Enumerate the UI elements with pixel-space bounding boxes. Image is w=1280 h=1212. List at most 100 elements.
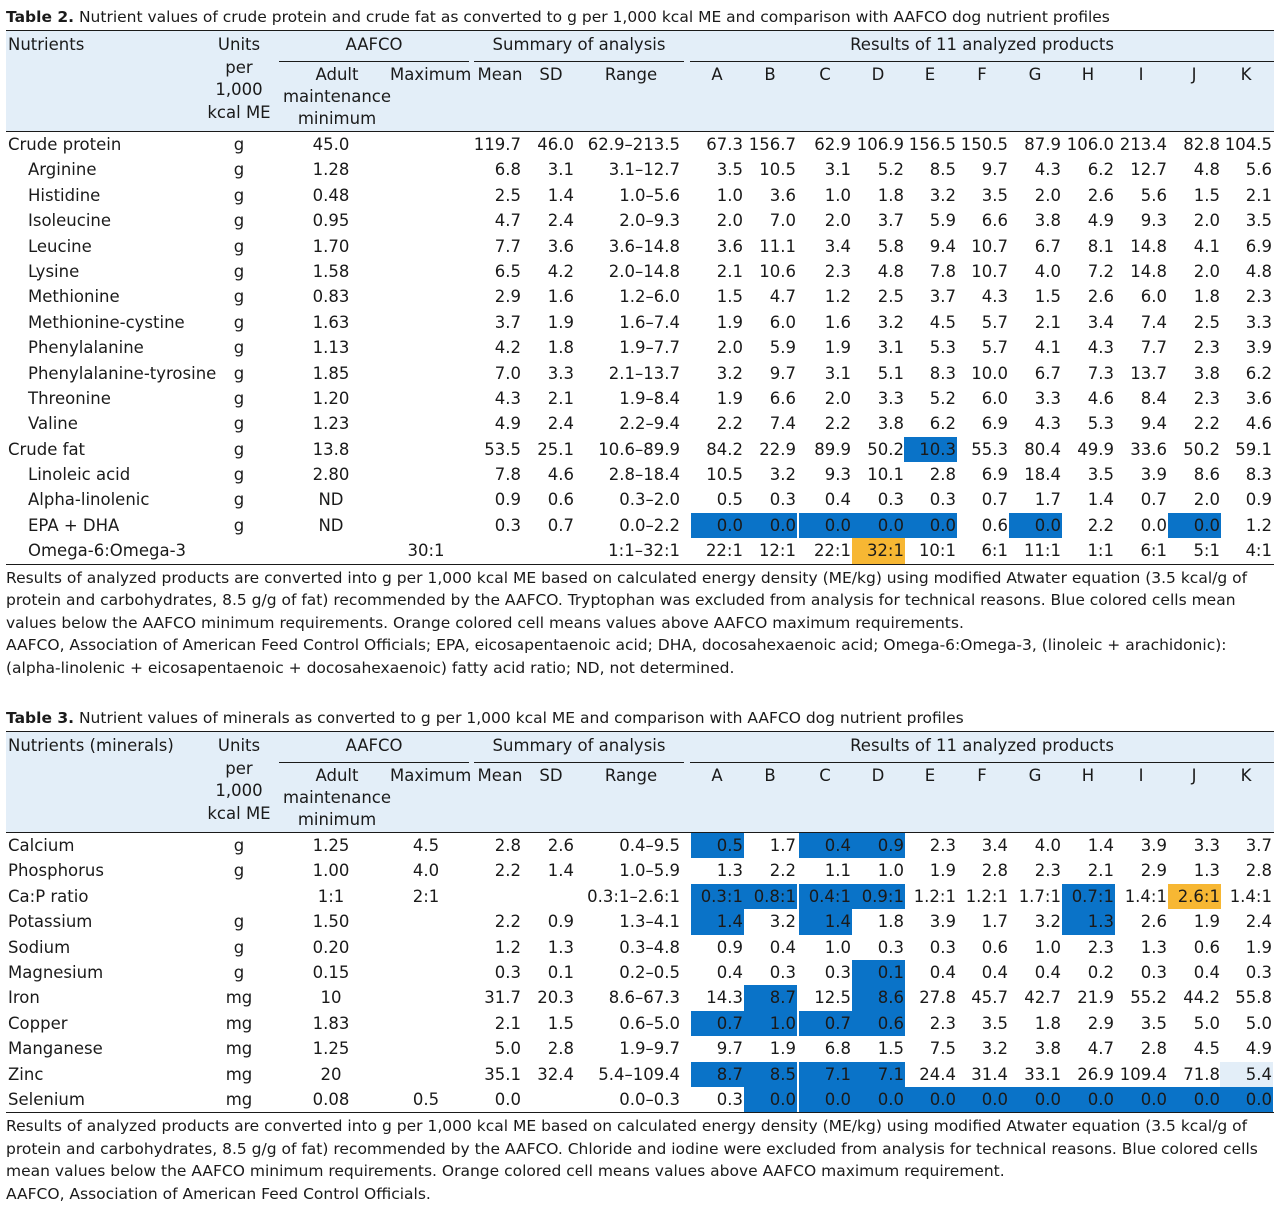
nutrient-name: Magnesium — [8, 962, 104, 982]
nutrient-name: Valine — [28, 414, 78, 434]
product-value-k: 0.3 — [1245, 962, 1272, 982]
header-group-rule — [474, 762, 684, 763]
product-value-g: 2.0 — [1034, 185, 1061, 205]
product-value-k: 5.0 — [1245, 1013, 1272, 1033]
product-value-e: 156.5 — [908, 135, 956, 154]
product-value-d: 3.2 — [877, 312, 904, 332]
product-value-b: 0.0 — [744, 512, 797, 539]
header-summary: Summary of analysis — [492, 736, 666, 755]
product-value-f: 4.3 — [981, 287, 1008, 307]
sd-cell: 1.6 — [547, 287, 574, 307]
product-value-h: 3.4 — [1087, 312, 1114, 332]
product-value-i: 6.0 — [1140, 287, 1167, 307]
product-value-a: 0.5 — [691, 833, 744, 859]
unit-cell: g — [233, 338, 245, 358]
nutrient-name: Methionine-cystine — [28, 312, 185, 332]
aafco-min-cell: 1.25 — [312, 1039, 350, 1059]
product-value-h: 3.5 — [1087, 465, 1114, 485]
header-adult-min: maintenance — [282, 788, 392, 807]
aafco-min-cell — [281, 538, 381, 563]
product-value-h: 4.7 — [1087, 1039, 1114, 1059]
header-units: per — [225, 758, 253, 778]
header-group-rule — [279, 762, 469, 763]
product-value-f: 9.7 — [981, 160, 1008, 180]
product-value-d: 0.9 — [852, 833, 905, 859]
product-value-f: 3.5 — [981, 185, 1008, 205]
product-value-b: 3.2 — [769, 465, 796, 485]
range-cell: 5.4–109.4 — [598, 1064, 680, 1084]
nutrient-name: Phenylalanine-tyrosine — [28, 363, 217, 383]
product-value-a: 0.9 — [716, 937, 743, 957]
header-product-i: I — [1138, 766, 1144, 785]
aafco-min-cell: 1.83 — [312, 1013, 350, 1033]
product-value-a: 1.0 — [716, 185, 743, 205]
header-product-f: F — [977, 65, 987, 84]
header-nutrients: Nutrients — [8, 35, 85, 54]
header-summary: Summary of analysis — [492, 35, 666, 54]
product-value-g: 6.7 — [1034, 363, 1061, 383]
product-value-h: 0.0 — [1062, 1086, 1115, 1113]
product-value-c: 1.0 — [824, 937, 851, 957]
product-value-i: 109.4 — [1119, 1064, 1167, 1084]
aafco-min-cell: 0.95 — [312, 211, 350, 231]
header-maximum: Maximum — [390, 766, 472, 785]
product-value-a: 22:1 — [705, 541, 743, 561]
product-value-g: 0.0 — [1009, 512, 1062, 539]
header-sd: SD — [539, 766, 563, 785]
product-value-k: 1.4:1 — [1229, 886, 1272, 906]
product-value-a: 0.7 — [691, 1010, 744, 1037]
product-value-i: 3.5 — [1140, 1013, 1167, 1033]
product-value-f: 0.7 — [981, 490, 1008, 510]
product-value-d: 7.1 — [852, 1061, 905, 1087]
header-units: 1,000 — [215, 80, 263, 99]
header-product-d: D — [871, 766, 885, 785]
product-value-e: 24.4 — [919, 1064, 956, 1084]
product-value-k: 3.6 — [1245, 388, 1272, 408]
product-value-e: 2.3 — [929, 1013, 956, 1033]
product-value-j: 2.2 — [1193, 414, 1220, 434]
unit-cell: g — [233, 836, 245, 855]
product-value-g: 0.0 — [1009, 1086, 1062, 1113]
product-value-g: 80.4 — [1024, 439, 1061, 459]
product-value-f: 55.3 — [971, 439, 1008, 459]
table-row: Linoleic acid g 2.80 7.8 4.6 2.8–18.4 10.5 3.2 9… — [6, 462, 1274, 488]
product-value-a: 14.3 — [706, 988, 743, 1008]
sd-cell: 32.4 — [537, 1064, 574, 1084]
product-value-j: 2.5 — [1193, 312, 1220, 332]
product-value-i: 9.4 — [1140, 414, 1167, 434]
table-row: Valine g 1.23 4.9 2.4 2.2–9.4 2.2 7.4 2.2 3.8 6.2 6… — [6, 411, 1274, 437]
header-product-b: B — [764, 65, 776, 84]
footnote-abbreviations: AAFCO, Association of American Feed Cont… — [6, 1184, 431, 1203]
table-row: Phenylalanine g 1.13 4.2 1.8 1.9–7.7 2.0 5.9 1.9… — [6, 335, 1274, 361]
aafco-min-cell: 1:1 — [317, 886, 345, 906]
table-caption: Table 2. Nutrient values of crude protei… — [6, 6, 1274, 30]
range-cell: 0.0–2.2 — [619, 515, 680, 535]
product-value-d: 1.8 — [877, 912, 904, 932]
sd-cell: 3.1 — [547, 160, 574, 180]
mean-cell: 3.7 — [494, 312, 521, 332]
product-value-c: 89.9 — [814, 439, 851, 459]
product-value-j: 3.3 — [1193, 836, 1220, 855]
product-value-b: 22.9 — [759, 439, 796, 459]
table-row: Threonine g 1.20 4.3 2.1 1.9–8.4 1.9 6.6 2.0 3.3 5… — [6, 385, 1274, 412]
product-value-h: 5.3 — [1087, 414, 1114, 434]
product-value-f: 45.7 — [971, 988, 1008, 1008]
product-value-h: 2.1 — [1087, 861, 1114, 881]
header-product-a: A — [711, 65, 723, 84]
product-value-k: 5.6 — [1245, 160, 1272, 180]
sd-cell: 3.3 — [547, 363, 574, 383]
table-row: Alpha-linolenic g ND 0.9 0.6 0.3–2.0 0.5 0.3 0.4… — [6, 487, 1274, 513]
nutrient-name: Calcium — [8, 836, 75, 855]
product-value-g: 4.3 — [1034, 160, 1061, 180]
product-value-i: 213.4 — [1119, 135, 1167, 154]
product-value-i: 33.6 — [1130, 439, 1167, 459]
unit-cell: g — [233, 962, 245, 982]
product-value-g: 4.3 — [1034, 414, 1061, 434]
nutrient-name: Leucine — [28, 236, 92, 256]
unit-cell: g — [233, 185, 245, 205]
product-value-b: 6.6 — [769, 388, 796, 408]
product-value-i: 13.7 — [1130, 363, 1167, 383]
product-value-h: 2.2 — [1087, 515, 1114, 535]
product-value-f: 5.7 — [981, 338, 1008, 358]
table-row: Magnesium g 0.15 0.3 0.1 0.2–0.5 0.4 0.3 0.3 0.1 0… — [6, 959, 1274, 986]
